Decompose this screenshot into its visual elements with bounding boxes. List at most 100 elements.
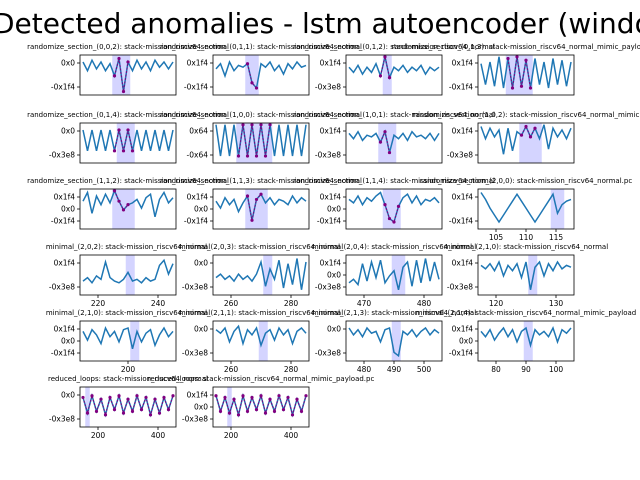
subplot-10: randomize_section_(1,1,4): stack-mission… (293, 177, 495, 230)
series-line (82, 258, 174, 285)
y-tick-label: -0x1f4 (449, 217, 473, 226)
axes-frame (79, 122, 177, 164)
anomaly-point (117, 128, 121, 132)
subplot-title: randomize_section_(1,0,0): stack-mission… (160, 111, 362, 119)
anomaly-point (378, 140, 383, 144)
y-tick-label: -0x1f4 (51, 349, 75, 358)
series-line (348, 129, 440, 153)
anomaly-point (254, 154, 259, 158)
anomaly-point (117, 199, 121, 203)
anomaly-point (250, 395, 254, 400)
y-tick-label: -0x3e8 (447, 283, 473, 292)
axes-frame (212, 254, 310, 296)
subplot-title: reduced_loops: stack-mission_riscv64_nor… (148, 375, 375, 383)
y-tick-label: -0x3e8 (315, 83, 341, 92)
anomaly-point (108, 395, 112, 400)
y-tick-label: 0x1f4 (452, 193, 474, 202)
y-tick-label: 0x0 (327, 205, 341, 214)
anomaly-span (382, 189, 401, 229)
y-tick-label: 0x0 (61, 205, 75, 214)
axes-frame (212, 122, 310, 164)
anomaly-point (232, 397, 236, 401)
anomaly-point (99, 397, 103, 401)
subplot-8: randomize_section_(1,1,2): stack-mission… (27, 177, 229, 230)
x-tick-label: 120 (489, 299, 504, 308)
y-tick-label: -0x3e8 (49, 415, 75, 424)
axes-frame (345, 54, 443, 96)
subplot-17: minimal_(2,1,1): stack-mission_riscv64_n… (179, 309, 343, 374)
x-tick-label: 220 (91, 299, 106, 308)
y-tick-label: -0x3e8 (182, 283, 208, 292)
anomaly-point (245, 154, 250, 158)
anomaly-point (112, 408, 117, 412)
y-tick-label: 0x0 (61, 391, 75, 400)
series-line (480, 260, 572, 290)
anomaly-point (277, 394, 281, 398)
anomaly-point (121, 89, 126, 94)
anomaly-point (214, 394, 218, 398)
y-tick-label: 0x1f4 (187, 59, 209, 68)
y-tick-label: 0x0 (61, 127, 75, 136)
anomaly-point (259, 192, 263, 196)
anomaly-point (250, 123, 254, 127)
series-line (348, 258, 440, 290)
y-tick-label: 0x0 (327, 271, 341, 280)
anomaly-point (510, 86, 515, 90)
subplot-title: minimal_(2,0,4): stack-mission_riscv64_n… (312, 243, 476, 251)
anomaly-point (126, 203, 130, 207)
y-tick-label: 0x1f4 (320, 127, 342, 136)
anomaly-point (121, 149, 126, 153)
anomaly-point (519, 133, 524, 137)
anomaly-point (130, 149, 135, 153)
subplot-21: reduced_loops: stack-mission_riscv64_nor… (148, 375, 375, 440)
anomaly-line (114, 58, 129, 92)
x-tick-label: 100 (549, 365, 564, 374)
y-tick-label: 0x0 (194, 259, 208, 268)
axes-frame (477, 54, 575, 96)
anomaly-point (218, 409, 223, 413)
anomaly-point (387, 150, 392, 155)
anomaly-point (121, 411, 126, 415)
anomaly-point (121, 208, 126, 212)
y-tick-label: 0x1f4 (452, 325, 474, 334)
subplot-19: minimal_(2,1,4): stack-mission_riscv64_n… (416, 309, 637, 374)
series-line (215, 324, 307, 348)
series-line (82, 325, 174, 349)
anomaly-point (263, 154, 268, 158)
y-tick-label: -0x64 (187, 151, 209, 160)
subplot-15: minimal_(2,1,0): stack-mission_riscv64_n… (444, 243, 608, 308)
subplot-title: randomize_section_(0,1,2): stack-mission… (293, 43, 495, 51)
y-tick-label: 0x1f4 (452, 127, 474, 136)
anomaly-point (268, 123, 272, 127)
y-tick-label: -0x1f4 (51, 217, 75, 226)
x-tick-label: 480 (357, 365, 372, 374)
y-tick-label: 0x1f4 (187, 391, 209, 400)
series-line (480, 326, 572, 349)
anomaly-point (387, 216, 392, 221)
y-tick-label: -0x1f4 (317, 217, 341, 226)
subplot-title: randomize_section_(0,1,3): stack-mission… (392, 43, 640, 51)
anomaly-point (245, 194, 250, 198)
anomaly-point (241, 123, 245, 127)
anomaly-point (383, 130, 387, 134)
anomaly-span (391, 255, 406, 295)
subplot-3: randomize_section_(0,1,3): stack-mission… (392, 43, 640, 96)
x-tick-label: 400 (284, 431, 299, 440)
anomaly-point (153, 397, 157, 401)
anomaly-span (245, 55, 259, 95)
x-tick-label: 280 (284, 299, 299, 308)
subplot-20: reduced_loops: stack-mission_riscv64_nor… (48, 375, 208, 440)
anomaly-point (295, 397, 299, 401)
y-tick-label: -0x1f4 (51, 83, 75, 92)
y-tick-label: -0x3e8 (315, 349, 341, 358)
subplot-title: minimal_(2,0,3): stack-mission_riscv64_n… (179, 243, 343, 251)
subplot-4: randomize_section_(0,1,4): stack-mission… (27, 111, 229, 164)
subplot-11: randomize_section_(2,0,0): stack-mission… (420, 177, 633, 242)
x-tick-label: 400 (151, 431, 166, 440)
series-line (480, 192, 572, 224)
x-tick-label: 280 (284, 365, 299, 374)
y-tick-label: -0x3e8 (49, 283, 75, 292)
y-tick-label: 0x0 (61, 59, 75, 68)
subplot-title: randomize_section_(1,1,2): stack-mission… (27, 177, 229, 185)
